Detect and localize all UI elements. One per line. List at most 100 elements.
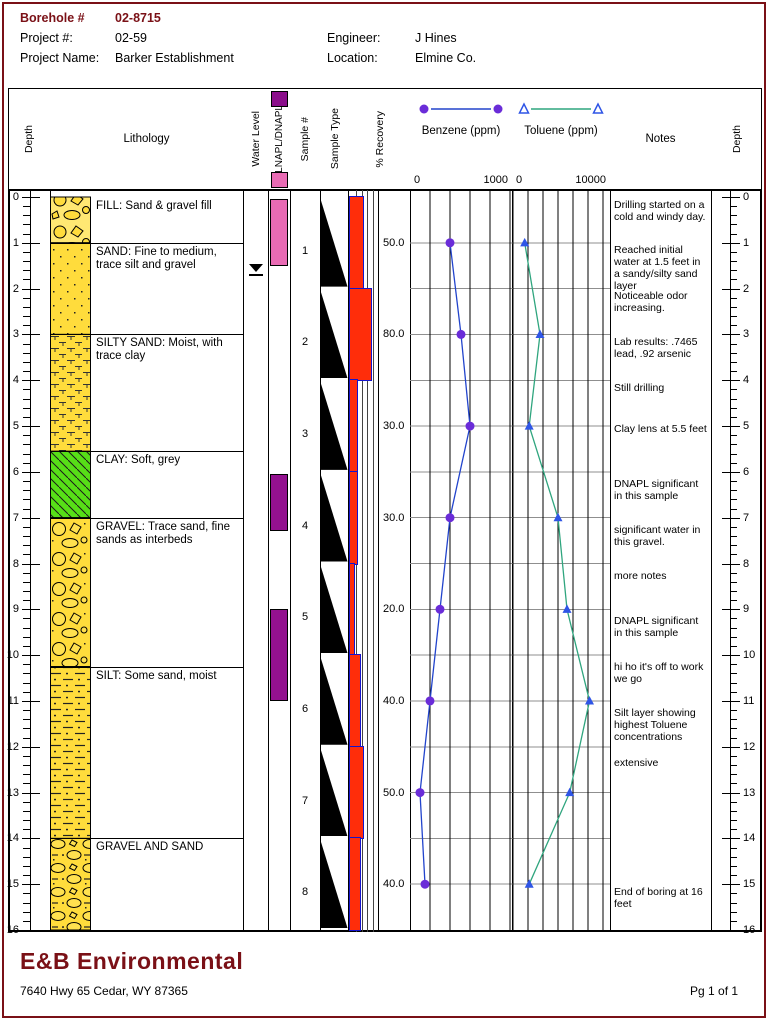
- depth-tick-label-right: 5: [743, 420, 750, 433]
- note-item: DNAPL significant in this sample: [614, 615, 699, 640]
- right-minor-tick: [730, 765, 737, 767]
- right-minor-tick: [730, 352, 737, 354]
- right-major-tick: [722, 609, 740, 611]
- recovery-value-label: 50.0: [383, 786, 405, 799]
- depth-tick-label-right: 6: [743, 465, 750, 478]
- depth-tick-label-left: 15: [6, 878, 19, 891]
- left-minor-tick: [23, 856, 30, 858]
- note-item: Noticeable odor increasing.: [614, 290, 688, 315]
- column-header-lithology: Lithology: [50, 88, 243, 190]
- note-item: Silt layer showing highest Toluene conce…: [614, 707, 696, 744]
- recovery-bar: [349, 745, 364, 840]
- left-major-tick: [22, 471, 40, 473]
- benzene-data-point: [445, 238, 455, 248]
- left-major-tick: [22, 563, 40, 565]
- right-minor-tick: [730, 545, 737, 547]
- recovery-grid-line: [367, 190, 368, 932]
- water-level-icon: [249, 264, 263, 272]
- left-minor-tick: [23, 865, 30, 867]
- left-major-tick: [22, 242, 40, 244]
- left-minor-tick: [23, 636, 30, 638]
- depth-tick-label-left: 13: [6, 786, 19, 799]
- right-minor-tick: [730, 554, 737, 556]
- left-minor-tick: [23, 453, 30, 455]
- right-minor-tick: [730, 728, 737, 730]
- depth-tick-label-right: 10: [743, 649, 756, 662]
- sample-number: 6: [301, 702, 309, 715]
- depth-tick-label-right: 3: [743, 328, 750, 341]
- right-minor-tick: [730, 691, 737, 693]
- left-minor-tick: [23, 352, 30, 354]
- recovery-bar: [349, 470, 358, 565]
- left-minor-tick: [23, 710, 30, 712]
- napl-interval-lnapl: [270, 199, 288, 266]
- toluene-data-point: [524, 421, 534, 430]
- recovery-value-label: 40.0: [383, 694, 405, 707]
- right-major-tick: [722, 700, 740, 702]
- note-item: Reached initial water at 1.5 feet in a s…: [614, 244, 701, 293]
- body-top-border: [8, 190, 762, 191]
- benzene-data-point: [465, 421, 475, 431]
- toluene-data-point: [524, 879, 534, 888]
- left-minor-tick: [23, 600, 30, 602]
- note-item: more notes: [614, 569, 667, 582]
- toluene-data-point: [562, 604, 572, 613]
- column-divider: [268, 190, 269, 932]
- right-minor-tick: [730, 398, 737, 400]
- toluene-data-point: [565, 787, 575, 797]
- right-minor-tick: [730, 618, 737, 620]
- left-minor-tick: [23, 270, 30, 272]
- left-minor-tick: [23, 398, 30, 400]
- project-name-label: Project Name:: [20, 51, 100, 65]
- right-major-tick: [722, 930, 740, 931]
- layer-boundary-line: [50, 334, 243, 336]
- left-minor-tick: [23, 590, 30, 592]
- lithology-description: GRAVEL AND SAND: [96, 841, 204, 854]
- left-minor-tick: [23, 664, 30, 666]
- column-divider: [610, 190, 611, 932]
- left-minor-tick: [23, 820, 30, 822]
- depth-tick-label-right: 8: [743, 557, 750, 570]
- left-minor-tick: [23, 902, 30, 904]
- right-minor-tick: [730, 856, 737, 858]
- recovery-bar: [349, 837, 361, 931]
- left-minor-tick: [23, 297, 30, 299]
- layer-boundary-line: [50, 666, 243, 668]
- right-minor-tick: [730, 893, 737, 895]
- recovery-value-label: 30.0: [383, 511, 405, 524]
- left-depth-ruler-line: [30, 190, 31, 932]
- right-minor-tick: [730, 206, 737, 208]
- left-minor-tick: [23, 893, 30, 895]
- recovery-value-label: 30.0: [383, 420, 405, 433]
- left-minor-tick: [23, 627, 30, 629]
- layer-boundary-line: [50, 451, 243, 453]
- right-minor-tick: [730, 481, 737, 483]
- right-minor-tick: [730, 820, 737, 822]
- column-header-row: [8, 88, 762, 190]
- right-minor-tick: [730, 407, 737, 409]
- right-minor-tick: [730, 462, 737, 464]
- left-minor-tick: [23, 554, 30, 556]
- sample-type-triangle: [320, 657, 348, 745]
- sample-number: 3: [301, 428, 309, 441]
- right-minor-tick: [730, 783, 737, 785]
- left-major-tick: [22, 792, 40, 794]
- toluene-legend-icon: [516, 102, 606, 121]
- right-minor-tick: [730, 416, 737, 418]
- water-level-icon-line: [249, 274, 263, 276]
- lithology-header-label: Lithology: [123, 133, 170, 145]
- right-minor-tick: [730, 536, 737, 537]
- right-minor-tick: [730, 875, 737, 877]
- sample-type-symbol: [320, 657, 348, 745]
- depth-tick-label-right: 16: [743, 924, 756, 936]
- lithology-description: CLAY: Soft, grey: [96, 454, 181, 467]
- left-minor-tick: [23, 719, 30, 721]
- napl-interval-dnapl: [270, 474, 288, 532]
- lithology-swatch-sand: [50, 242, 91, 335]
- dnapl-legend-swatch: [271, 91, 288, 107]
- left-minor-tick: [23, 810, 30, 812]
- lithology-swatch-fill: [50, 196, 91, 244]
- depth-tick-label-left: 8: [12, 557, 19, 570]
